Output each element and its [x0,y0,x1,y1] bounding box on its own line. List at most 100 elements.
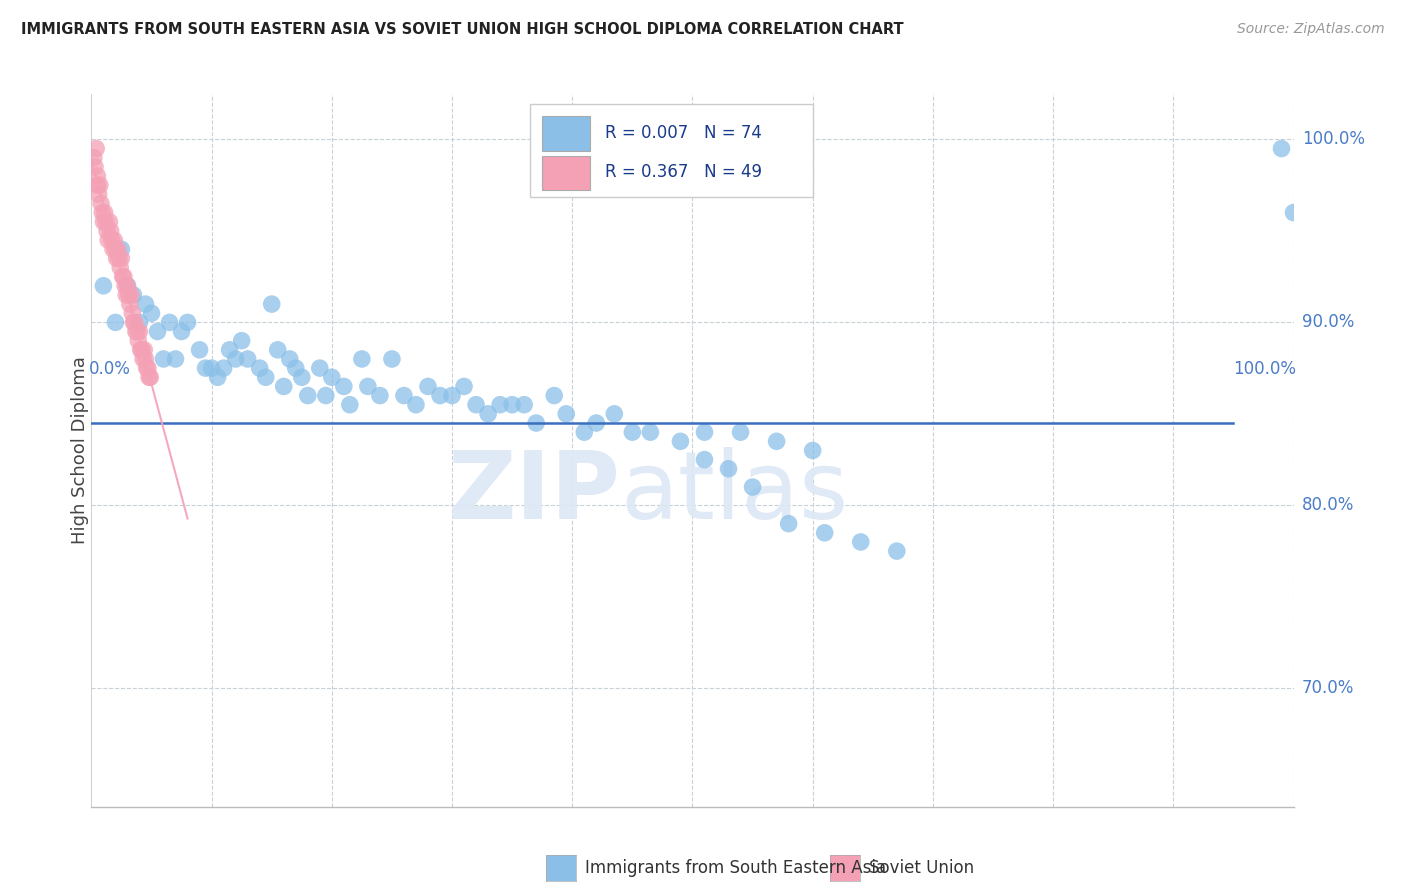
Text: atlas: atlas [620,447,849,540]
Point [84,142,107,156]
Point [640,425,662,439]
Point [188,343,211,357]
Text: 90.0%: 90.0% [1302,313,1354,331]
Point [141,306,163,320]
Point [83,151,105,165]
Point [125,325,148,339]
Point [129,343,152,357]
FancyBboxPatch shape [530,104,813,197]
Point [669,434,692,449]
Point [134,351,156,366]
Point [91,205,114,219]
Point [118,288,141,302]
Point [114,278,136,293]
Point [254,370,277,384]
Text: 100.0%: 100.0% [1302,130,1365,148]
Point [115,288,138,302]
Point [112,269,135,284]
Point [117,278,139,293]
Point [308,361,330,376]
Point [267,343,290,357]
Point [124,315,146,329]
Point [381,351,404,366]
Point [105,252,128,266]
Y-axis label: High School Diploma: High School Diploma [72,357,89,544]
Point [236,351,259,366]
Point [122,288,145,302]
Point [465,398,488,412]
Point [127,334,149,348]
Point [110,242,132,256]
Point [84,160,107,174]
Point [273,379,295,393]
Text: IMMIGRANTS FROM SOUTH EASTERN ASIA VS SOVIET UNION HIGH SCHOOL DIPLOMA CORRELATI: IMMIGRANTS FROM SOUTH EASTERN ASIA VS SO… [21,22,904,37]
Point [440,388,463,402]
Point [104,242,127,256]
Point [134,297,156,311]
Point [284,361,307,376]
Point [350,351,373,366]
Point [357,379,380,393]
Point [801,443,824,458]
Point [1282,205,1305,219]
Point [212,361,235,376]
Point [104,315,127,329]
Point [260,297,283,311]
Point [501,398,523,412]
Point [110,260,132,275]
Point [120,288,142,302]
Point [165,351,187,366]
Text: 0.0%: 0.0% [89,359,131,378]
Point [138,370,160,384]
Point [97,233,120,247]
Point [139,370,162,384]
Point [118,297,141,311]
Text: ZIP: ZIP [447,447,620,540]
Point [339,398,361,412]
Point [621,425,644,439]
Point [89,178,111,193]
Point [110,252,132,266]
FancyBboxPatch shape [543,156,591,190]
Point [159,315,181,329]
Text: Soviet Union: Soviet Union [869,859,974,877]
Point [134,343,156,357]
Point [513,398,536,412]
Point [98,215,121,229]
Point [94,215,117,229]
Point [176,315,198,329]
Point [101,233,124,247]
Point [585,416,607,430]
Point [1270,142,1292,156]
Text: R = 0.367   N = 49: R = 0.367 N = 49 [605,163,762,181]
Point [453,379,475,393]
Point [368,388,391,402]
Text: Source: ZipAtlas.com: Source: ZipAtlas.com [1237,22,1385,37]
Point [555,407,578,421]
Point [730,425,752,439]
Point [278,351,301,366]
Point [86,178,108,193]
Text: 70.0%: 70.0% [1302,680,1354,698]
Point [405,398,427,412]
Point [849,535,872,549]
Text: R = 0.007   N = 74: R = 0.007 N = 74 [605,124,762,142]
Point [194,361,217,376]
Point [886,544,908,558]
Point [107,242,129,256]
Point [101,242,124,256]
Point [103,233,125,247]
Point [574,425,596,439]
Point [170,325,193,339]
Point [128,315,150,329]
Point [297,388,319,402]
Point [321,370,343,384]
Point [392,388,415,402]
FancyBboxPatch shape [543,117,591,151]
Point [117,278,139,293]
Text: 80.0%: 80.0% [1302,496,1354,515]
Point [291,370,314,384]
Point [136,361,159,376]
Point [429,388,451,402]
Point [93,215,115,229]
